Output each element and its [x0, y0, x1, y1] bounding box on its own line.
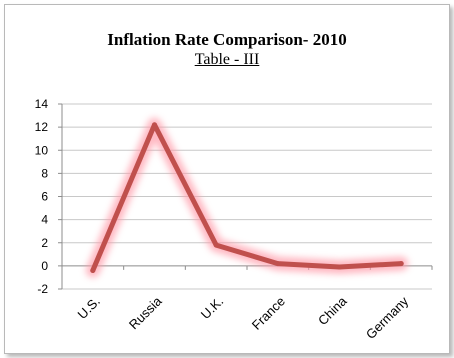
data-point	[275, 261, 281, 267]
series-inflation-rate	[85, 117, 409, 278]
y-tick-label: 2	[41, 236, 48, 250]
data-point	[152, 122, 157, 128]
data-point	[213, 242, 219, 248]
chart-frame	[4, 4, 450, 354]
x-category-label: China	[315, 293, 350, 328]
y-tick-label: 10	[35, 143, 49, 157]
y-tick-label: 6	[41, 190, 48, 204]
data-point	[398, 261, 404, 267]
x-category-labels: U.S. Russia U.K. France China Germany	[74, 293, 411, 342]
gridlines	[62, 103, 432, 290]
x-category-label: U.K.	[198, 294, 226, 322]
chart-title: Inflation Rate Comparison- 2010	[107, 30, 347, 49]
y-tick-label: -2	[37, 282, 48, 296]
x-category-label: France	[249, 294, 288, 333]
y-tick-label: 8	[41, 166, 48, 180]
data-point	[90, 268, 96, 273]
x-category-label: Germany	[363, 293, 412, 342]
y-tick-label: 14	[35, 97, 49, 111]
x-category-label: Russia	[126, 293, 165, 332]
x-category-label: U.S.	[74, 294, 102, 322]
y-tick-label: 4	[41, 213, 48, 227]
data-point	[337, 264, 342, 270]
y-tick-label: 0	[41, 259, 48, 273]
chart-subtitle: Table - III	[194, 51, 260, 68]
y-tick-label: 12	[35, 120, 49, 134]
series-line	[90, 122, 404, 273]
y-tick-labels: 14 12 10 8 6 4 2 0 -2	[35, 97, 49, 296]
series-line-glow	[85, 117, 409, 278]
